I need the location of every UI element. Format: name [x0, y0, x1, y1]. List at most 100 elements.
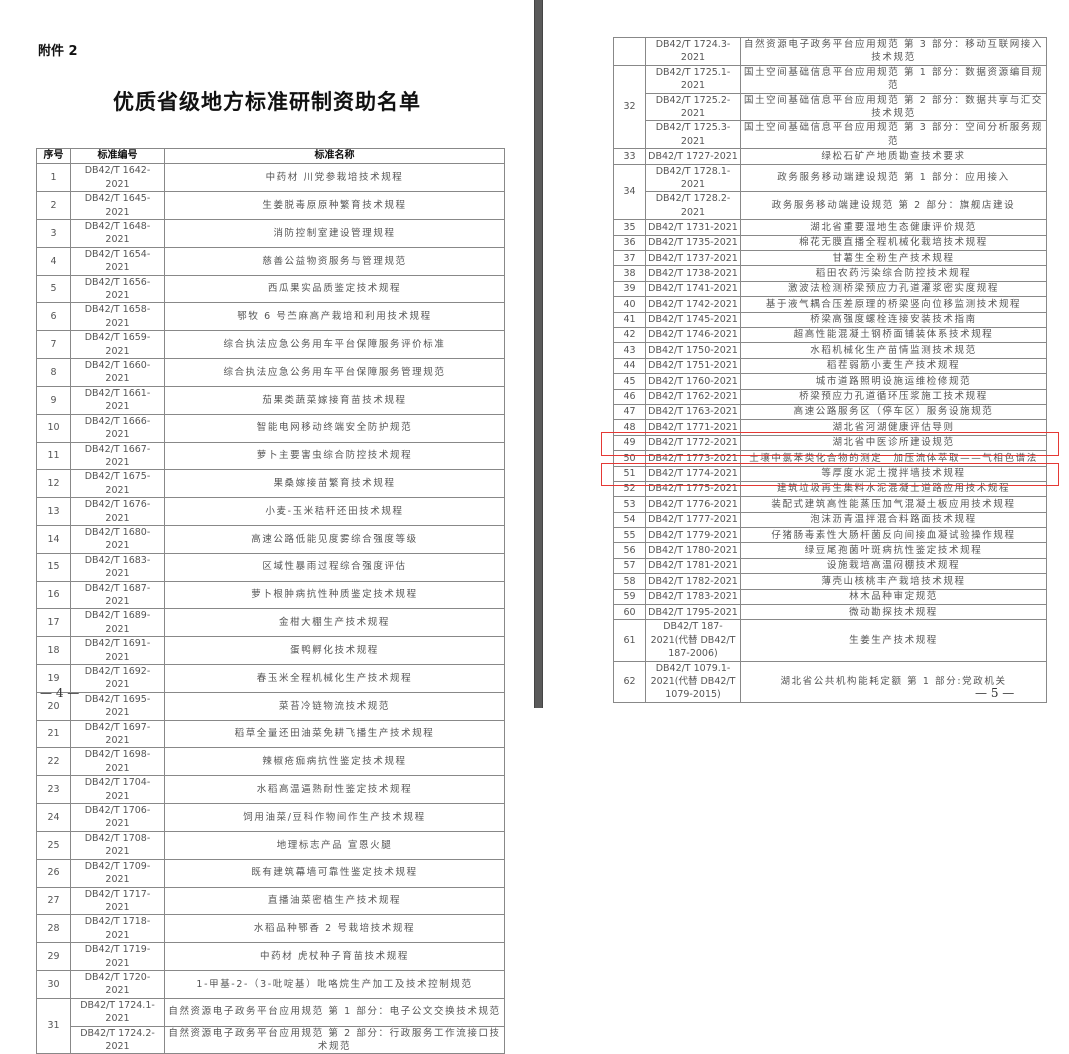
standard-code: DB42/T 1746-2021	[645, 326, 741, 344]
serial-number	[613, 37, 646, 66]
serial-number: 3	[36, 219, 71, 248]
standard-code: DB42/T 1667-2021	[70, 441, 165, 471]
serial-number: 17	[36, 608, 71, 638]
standard-name: 高速公路服务区（停车区）服务设施规范	[740, 403, 1047, 421]
table-row: 48 DB42/T 1771-2021 湖北省河湖健康评估导则	[613, 419, 1047, 436]
standard-code: DB42/T 1728.2-2021	[645, 191, 741, 221]
standard-code: DB42/T 1725.3-2021	[645, 120, 741, 150]
table-row: 6 DB42/T 1658-2021 鄂牧 6 号苎麻高产栽培和利用技术规程	[36, 302, 505, 332]
table-row: 61 DB42/T 187-2021(代替 DB42/T 187-2006) 生姜生…	[613, 619, 1047, 662]
standard-code: DB42/T 1680-2021	[70, 524, 165, 554]
serial-number: 36	[613, 234, 646, 252]
table-row: 9 DB42/T 1661-2021 茄果类蔬菜嫁接育苗技术规程	[36, 385, 505, 415]
header-name: 标准名称	[164, 147, 505, 165]
serial-number: 9	[36, 385, 71, 415]
table-row: 31 DB42/T 1724.1-2021 自然资源电子政务平台应用规范 第 1 部…	[36, 997, 505, 1054]
standard-code: DB42/T 1683-2021	[70, 552, 165, 582]
table-row: 52 DB42/T 1775-2021 建筑垃圾再生集料水泥混凝土道路应用技术规程	[613, 480, 1047, 498]
serial-number: 22	[36, 747, 71, 777]
serial-number: 23	[36, 775, 71, 805]
table-row: 10 DB42/T 1666-2021 智能电网移动终端安全防护规范	[36, 413, 505, 443]
standard-name: 综合执法应急公务用车平台保障服务管理规范	[164, 358, 505, 387]
standard-code: DB42/T 1760-2021	[645, 373, 741, 390]
serial-number: 27	[36, 886, 71, 916]
standard-code: DB42/T 1745-2021	[645, 311, 741, 329]
serial-number: 49	[613, 434, 646, 452]
serial-number: 44	[613, 357, 646, 375]
standard-name: 茄果类蔬菜嫁接育苗技术规程	[164, 385, 505, 415]
standard-name: 湖北省河湖健康评估导则	[740, 419, 1047, 436]
standard-code: DB42/T 1731-2021	[645, 219, 741, 236]
standard-code: DB42/T 1675-2021	[70, 469, 165, 499]
standard-code: DB42/T 1735-2021	[645, 234, 741, 252]
standard-name: 直播油菜密植生产技术规程	[164, 886, 505, 916]
standard-code: DB42/T 1738-2021	[645, 265, 741, 282]
table-row: 36 DB42/T 1735-2021 棉花无膜直播全程机械化栽培技术规程	[613, 234, 1047, 252]
serial-number: 7	[36, 330, 71, 360]
standard-code: DB42/T 1720-2021	[70, 969, 165, 999]
standard-name: 国土空间基础信息平台应用规范 第 3 部分：空间分析服务规范	[740, 120, 1047, 150]
standard-name: 鄂牧 6 号苎麻高产栽培和利用技术规程	[164, 302, 505, 332]
serial-number: 54	[613, 511, 646, 529]
table-row: 16 DB42/T 1687-2021 萝卜根肿病抗性种质鉴定技术规程	[36, 580, 505, 610]
standard-code: DB42/T 1645-2021	[70, 191, 165, 221]
serial-number: 2	[36, 191, 71, 221]
serial-number: 29	[36, 942, 71, 971]
standard-name: 水稻高温逼熟耐性鉴定技术规程	[164, 775, 505, 805]
table-row: 47 DB42/T 1763-2021 高速公路服务区（停车区）服务设施规范	[613, 403, 1047, 421]
table-row: 2 DB42/T 1645-2021 生姜脱毒原原种繁育技术规程	[36, 191, 505, 221]
table-row: 56 DB42/T 1780-2021 绿豆尾孢菌叶斑病抗性鉴定技术规程	[613, 542, 1047, 559]
serial-number: 32	[613, 64, 646, 150]
standard-name: 湖北省重要湿地生态健康评价规范	[740, 219, 1047, 236]
standard-code: DB42/T 1783-2021	[645, 588, 741, 606]
attachment-label: 附件 2	[38, 44, 78, 59]
standard-code: DB42/T 1771-2021	[645, 419, 741, 436]
standard-code: DB42/T 1724.1-2021	[70, 997, 165, 1027]
standard-code: DB42/T 1709-2021	[70, 858, 165, 888]
serial-number: 10	[36, 413, 71, 443]
serial-number: 34	[613, 163, 646, 221]
standard-code: DB42/T 1689-2021	[70, 608, 165, 638]
table-row: 20 DB42/T 1695-2021 菜苔冷链物流技术规范	[36, 691, 505, 721]
serial-number: 19	[36, 664, 71, 693]
table-row: 57 DB42/T 1781-2021 设施栽培高温闷棚技术规程	[613, 557, 1047, 575]
table-row: 1 DB42/T 1642-2021 中药材 川党参栽培技术规程	[36, 163, 505, 193]
standard-name: 地理标志产品 宣恩火腿	[164, 830, 505, 860]
serial-number: 59	[613, 588, 646, 606]
serial-number: 12	[36, 469, 71, 499]
table-row: 34 DB42/T 1728.1-2021 政务服务移动端建设规范 第 1 部分：应…	[613, 163, 1047, 221]
standard-code: DB42/T 1666-2021	[70, 413, 165, 443]
standards-table-page-4: 序号 标准编号 标准名称 1 DB42/T 1642-2021 中药材 川党参栽培技…	[36, 147, 505, 1054]
table-row: 41 DB42/T 1745-2021 桥梁高强度螺栓连接安装技术指南	[613, 311, 1047, 329]
table-row: 5 DB42/T 1656-2021 西瓜果实品质鉴定技术规程	[36, 274, 505, 304]
standard-name: 小麦-玉米秸秆还田技术规程	[164, 497, 505, 526]
table-row: 51 DB42/T 1774-2021 等厚度水泥土搅拌墙技术规程	[613, 465, 1047, 482]
page-number: — 4 —	[40, 686, 80, 700]
standard-name: 智能电网移动终端安全防护规范	[164, 413, 505, 443]
table-row: 38 DB42/T 1738-2021 稻田农药污染综合防控技术规程	[613, 265, 1047, 282]
standard-name: 稻茬弱筋小麦生产技术规程	[740, 357, 1047, 375]
standard-code: DB42/T 1725.2-2021	[645, 92, 741, 122]
standard-code: DB42/T 1724.2-2021	[70, 1025, 165, 1054]
table-row: 59 DB42/T 1783-2021 林木品种审定规范	[613, 588, 1047, 606]
table-row: 15 DB42/T 1683-2021 区域性暴雨过程综合强度评估	[36, 552, 505, 582]
table-row: 3 DB42/T 1648-2021 消防控制室建设管理规程	[36, 219, 505, 248]
serial-number: 15	[36, 552, 71, 582]
standard-code: DB42/T 1719-2021	[70, 942, 165, 971]
table-row: 18 DB42/T 1691-2021 蛋鸭孵化技术规程	[36, 636, 505, 666]
standard-code: DB42/T 1708-2021	[70, 830, 165, 860]
standard-code: DB42/T 1727-2021	[645, 148, 741, 165]
document-page-4: 附件 2 优质省级地方标准研制资助名单 序号 标准编号 标准名称 1 DB42/T…	[0, 0, 534, 1054]
serial-number: 26	[36, 858, 71, 888]
standard-code: DB42/T 1741-2021	[645, 280, 741, 298]
table-row: 30 DB42/T 1720-2021 1-甲基-2-（3-吡啶基）吡咯烷生产加工及…	[36, 969, 505, 999]
table-row: 29 DB42/T 1719-2021 中药材 虎杖种子育苗技术规程	[36, 942, 505, 971]
standard-name: 萝卜主要害虫综合防控技术规程	[164, 441, 505, 471]
standard-name: 生姜脱毒原原种繁育技术规程	[164, 191, 505, 221]
standard-name: 综合执法应急公务用车平台保障服务评价标准	[164, 330, 505, 360]
table-row: 23 DB42/T 1704-2021 水稻高温逼熟耐性鉴定技术规程	[36, 775, 505, 805]
standard-name: 菜苔冷链物流技术规范	[164, 691, 505, 721]
standard-name: 自然资源电子政务平台应用规范 第 2 部分：行政服务工作流接口技术规范	[164, 1025, 505, 1054]
serial-number: 53	[613, 496, 646, 513]
standard-name: 甘薯生全粉生产技术规程	[740, 250, 1047, 267]
